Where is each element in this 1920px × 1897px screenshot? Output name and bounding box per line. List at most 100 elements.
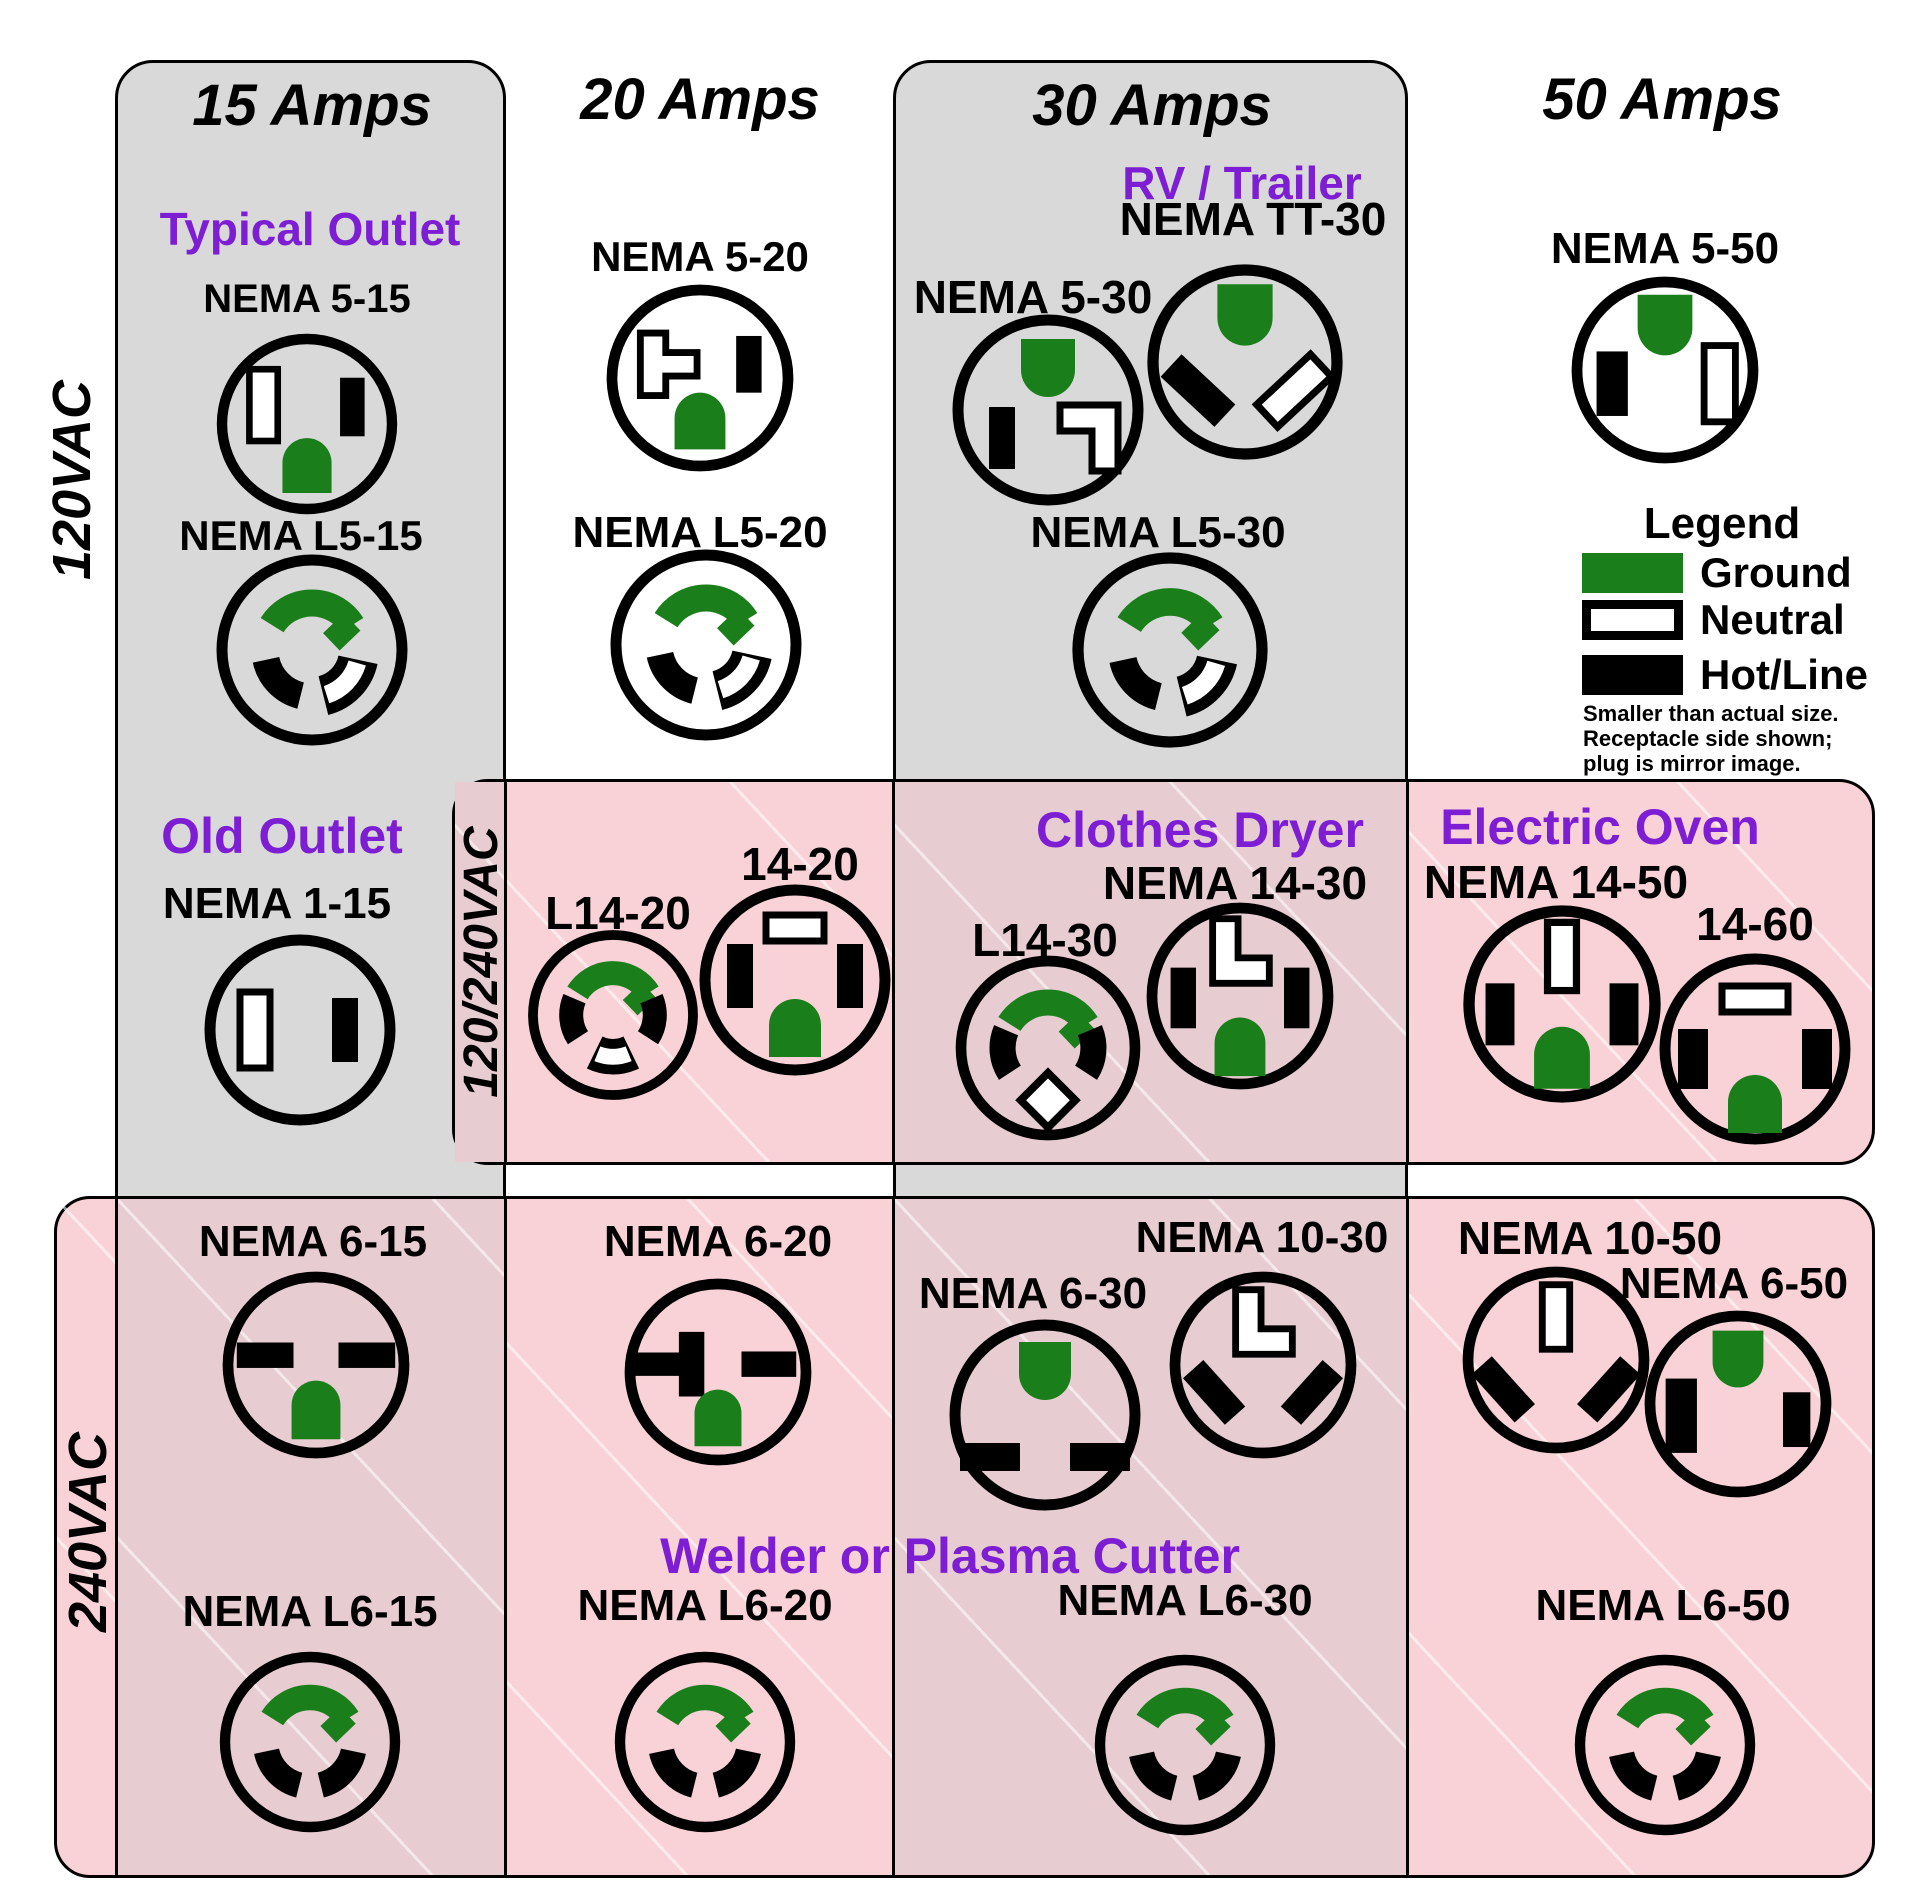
outlet-face-circle [624,1278,812,1466]
legend-swatch-neutral-icon [1582,600,1683,640]
prong-neutral-icon [1543,918,1581,995]
prong-neutral-icon [717,655,760,699]
outlet-label-l14-30: L14-30 [972,914,1118,966]
outlet-label-nema-l5-20: NEMA L5-20 [572,508,828,557]
outlet-nema-l5-20 [610,549,802,741]
grid-line [115,1199,118,1875]
prong-neutral-icon [1015,1067,1081,1134]
prong-ground-hook-icon [1181,612,1220,651]
outlet-nema-6-20 [624,1278,812,1466]
outlet-nema-1-15 [204,934,396,1126]
prong-hot-icon [254,1747,304,1798]
prong-hot-icon [1609,983,1639,1046]
legend-label-hot-line: Hot/Line [1700,651,1868,698]
outlet-label-nema-tt-30: NEMA TT-30 [1119,193,1387,245]
outlet-label-nema-6-50: NEMA 6-50 [1619,1259,1849,1308]
amp-header-15-amps: 15 Amps [192,73,432,138]
pink-over-grey-patch [118,1199,504,1875]
outlet-label-nema-5-50: NEMA 5-50 [1550,224,1780,273]
prong-hot-icon [1678,1029,1708,1089]
outlet-label-14-20: 14-20 [741,838,859,890]
grid-line [892,782,895,1162]
amp-header-30-amps: 30 Amps [1032,73,1272,138]
outlet-label-nema-6-15: NEMA 6-15 [198,1217,428,1266]
outlet-face-circle [614,1651,796,1833]
grid-line [1406,782,1409,1162]
outlet-label-nema-l5-30: NEMA L5-30 [1030,508,1286,557]
prong-neutral-icon [636,329,701,400]
outlet-l14-20 [528,930,698,1100]
appliance-label-typical-outlet: Typical Outlet [159,203,461,255]
outlet-label-nema-5-30: NEMA 5-30 [913,271,1153,323]
legend-note-line-3: plug is mirror image. [1583,751,1801,776]
outlet-face-circle [1644,1310,1832,1498]
outlet-face-circle [216,554,408,746]
outlet-nema-5-30 [952,314,1144,506]
voltage-label-120-240vac: 120/240VAC [455,826,508,1098]
prong-ground-icon [1637,294,1693,356]
prong-hot-icon [1802,1029,1832,1089]
prong-hot-icon [741,1351,797,1377]
prong-hot-icon [1596,351,1628,416]
prong-ground-icon [1728,1075,1782,1133]
legend-swatch-ground-icon [1582,553,1683,593]
appliance-label-electric-oven: Electric Oven [1440,799,1760,855]
legend-note-line-1: Smaller than actual size. [1583,701,1839,726]
appliance-label-welder-or-plasma-cutter: Welder or Plasma Cutter [660,1528,1240,1584]
outlet-label-l14-20: L14-20 [545,887,691,939]
outlet-label-nema-l6-50: NEMA L6-50 [1535,1581,1791,1630]
prong-ground-hook-icon [320,1707,356,1743]
grid-line [892,1199,895,1875]
prong-hot-icon [1609,1750,1659,1801]
outlet-face-circle [606,284,794,472]
prong-ground-icon [282,438,332,493]
outlet-label-nema-10-50: NEMA 10-50 [1457,1212,1723,1264]
outlet-face-circle [949,1319,1141,1511]
outlet-label-nema-6-20: NEMA 6-20 [603,1217,833,1266]
prong-hot-icon [1782,1392,1811,1448]
prong-hot-icon [989,1025,1022,1080]
prong-ground-hook-icon [1675,1710,1711,1746]
prong-hot-icon [711,1747,761,1798]
prong-hot-icon [340,377,365,437]
appliance-label-rv-trailer: RV / Trailer [1122,157,1362,209]
prong-ground-icon [1019,1342,1071,1400]
grid-line [1406,1199,1409,1875]
legend-label-ground: Ground [1700,549,1852,596]
legend-swatch-hot-icon [1582,655,1683,695]
outlet-label-nema-l6-20: NEMA L6-20 [577,1581,833,1630]
outlet-nema-14-30 [1146,902,1334,1090]
outlet-14-20 [699,884,891,1076]
outlet-label-nema-6-30: NEMA 6-30 [918,1269,1148,1318]
prong-hot-icon [1183,1359,1246,1425]
appliance-label-old-outlet: Old Outlet [161,808,403,864]
prong-ground-hook-icon [323,613,361,651]
outlet-face-circle [1169,1271,1357,1459]
outlet-face-circle [1147,264,1343,460]
legend-title: Legend [1643,499,1801,548]
prong-neutral-icon [594,1046,632,1065]
prong-hot-icon [646,651,699,704]
outlet-label-nema-l5-15: NEMA L5-15 [179,512,423,559]
prong-hot-icon [637,993,667,1045]
prong-hot-icon [252,656,305,709]
prong-hot-icon [316,1747,366,1798]
prong-hot-icon [1671,1750,1721,1801]
prong-hot-icon [960,1443,1020,1471]
prong-hot-icon [649,1747,699,1798]
outlet-face-circle [204,934,396,1126]
outlet-label-nema-l6-15: NEMA L6-15 [182,1587,438,1636]
prong-hot-icon [1485,983,1515,1046]
prong-hot-icon [1074,1025,1107,1080]
outlet-face-circle [610,549,802,741]
prong-neutral-icon [236,988,274,1072]
appliance-label-clothes-dryer: Clothes Dryer [1036,802,1364,858]
voltage-label-240vac: 240VAC [58,1431,118,1633]
outlet-label-nema-5-15: NEMA 5-15 [203,277,411,321]
grid-line [504,1199,507,1875]
outlet-face-circle [1462,1266,1650,1454]
outlet-14-60 [1659,953,1851,1145]
outlet-nema-l6-20 [614,1651,796,1833]
outlet-face-circle [528,930,698,1100]
outlet-face-circle [1574,1654,1756,1836]
